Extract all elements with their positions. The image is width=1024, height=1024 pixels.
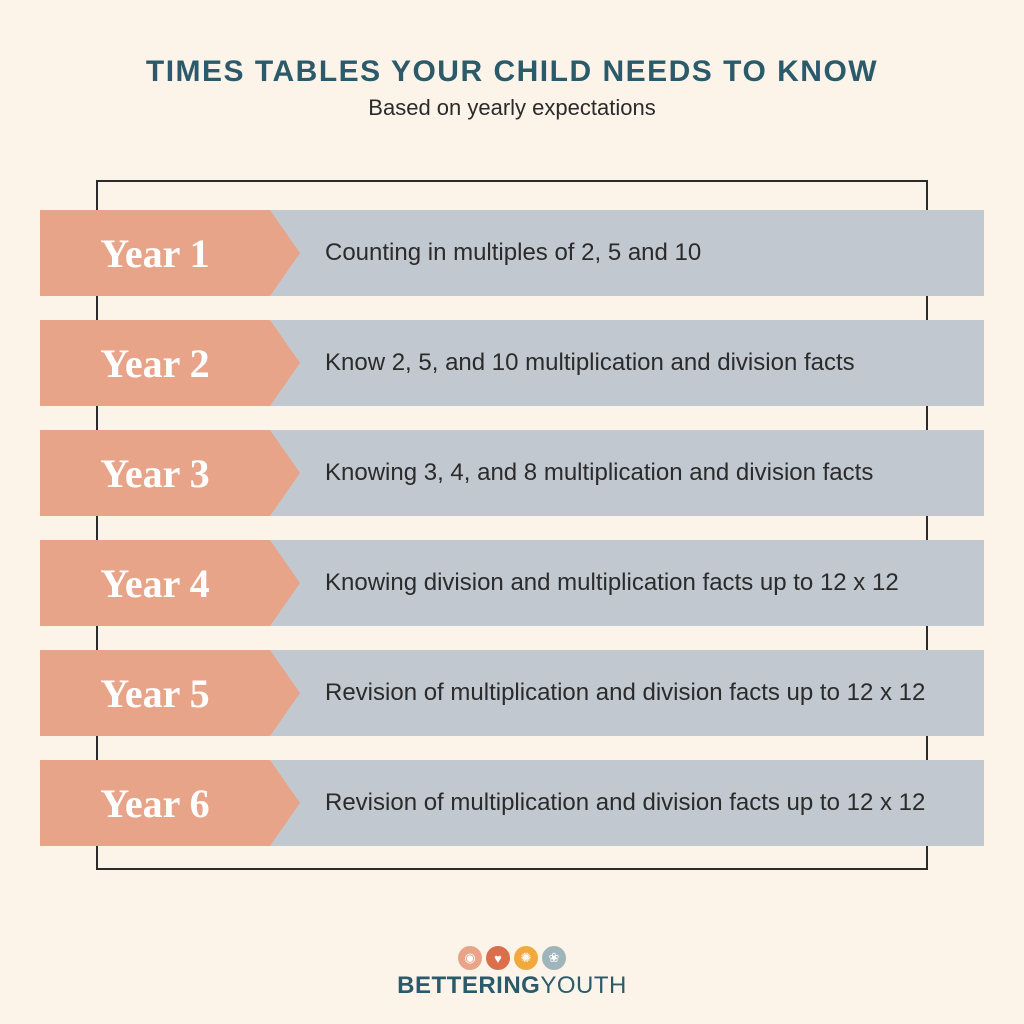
year-label: Year 6: [40, 760, 270, 846]
brand-icon-dot: ❀: [542, 946, 566, 970]
year-label: Year 5: [40, 650, 270, 736]
year-row: Year 6 Revision of multiplication and di…: [40, 760, 984, 846]
page-title: TIMES TABLES YOUR CHILD NEEDS TO KNOW: [0, 0, 1024, 89]
year-label: Year 1: [40, 210, 270, 296]
year-label: Year 3: [40, 430, 270, 516]
brand-logo: ◉ ♥ ✺ ❀ BETTERINGYOUTH: [0, 946, 1024, 1000]
year-row: Year 5 Revision of multiplication and di…: [40, 650, 984, 736]
brand-icon-dot: ✺: [514, 946, 538, 970]
brand-text: BETTERINGYOUTH: [0, 972, 1024, 1000]
year-rows-container: Year 1 Counting in multiples of 2, 5 and…: [40, 210, 984, 870]
year-label: Year 2: [40, 320, 270, 406]
brand-icon-dot: ◉: [458, 946, 482, 970]
year-row: Year 2 Know 2, 5, and 10 multiplication …: [40, 320, 984, 406]
year-description: Counting in multiples of 2, 5 and 10: [325, 210, 965, 296]
page-subtitle: Based on yearly expectations: [0, 95, 1024, 121]
year-row: Year 4 Knowing division and multiplicati…: [40, 540, 984, 626]
brand-icon-dot: ♥: [486, 946, 510, 970]
year-label: Year 4: [40, 540, 270, 626]
brand-icons: ◉ ♥ ✺ ❀: [458, 946, 566, 970]
year-row: Year 1 Counting in multiples of 2, 5 and…: [40, 210, 984, 296]
year-description: Revision of multiplication and division …: [325, 650, 965, 736]
year-description: Knowing 3, 4, and 8 multiplication and d…: [325, 430, 965, 516]
year-description: Knowing division and multiplication fact…: [325, 540, 965, 626]
year-description: Revision of multiplication and division …: [325, 760, 965, 846]
year-description: Know 2, 5, and 10 multiplication and div…: [325, 320, 965, 406]
brand-text-bold: BETTERING: [397, 972, 540, 999]
brand-text-light: YOUTH: [540, 972, 627, 999]
year-row: Year 3 Knowing 3, 4, and 8 multiplicatio…: [40, 430, 984, 516]
